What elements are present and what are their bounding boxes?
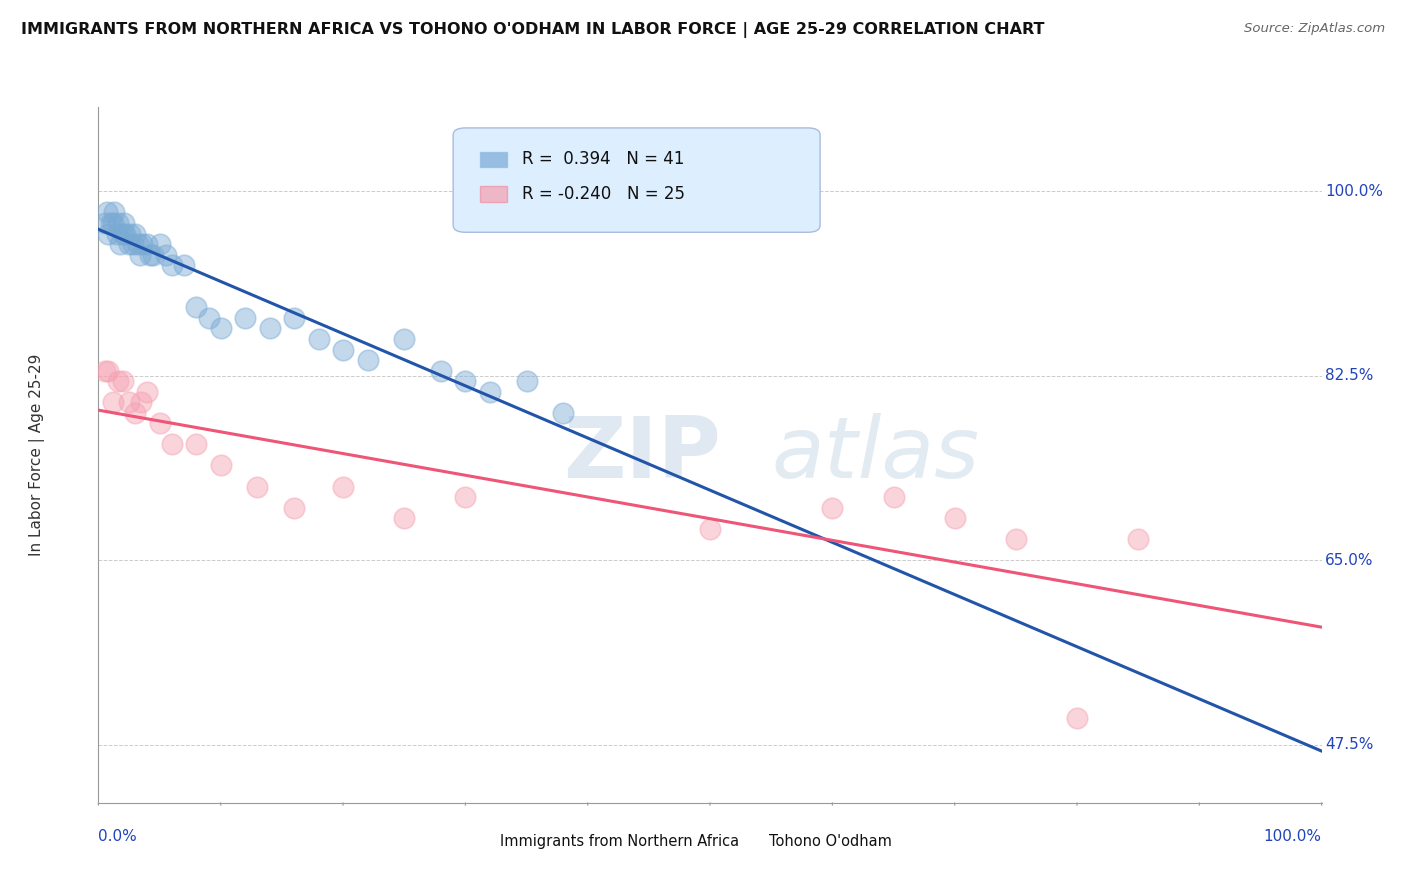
- Text: Tohono O'odham: Tohono O'odham: [769, 833, 891, 848]
- Point: [124, 227, 146, 241]
- Bar: [465, 834, 492, 848]
- Text: 100.0%: 100.0%: [1326, 184, 1384, 199]
- Point: [107, 216, 129, 230]
- Point: [97, 227, 120, 241]
- Text: IMMIGRANTS FROM NORTHERN AFRICA VS TOHONO O'ODHAM IN LABOR FORCE | AGE 25-29 COR: IMMIGRANTS FROM NORTHERN AFRICA VS TOHON…: [21, 22, 1045, 38]
- Point: [430, 363, 453, 377]
- Point: [209, 458, 232, 473]
- Point: [111, 374, 134, 388]
- Point: [120, 227, 142, 241]
- Point: [308, 332, 330, 346]
- Bar: [734, 834, 762, 848]
- Point: [136, 384, 159, 399]
- Point: [139, 247, 162, 261]
- Point: [478, 384, 501, 399]
- Point: [149, 237, 172, 252]
- Point: [100, 216, 122, 230]
- Point: [129, 395, 152, 409]
- Text: 65.0%: 65.0%: [1326, 553, 1374, 568]
- Point: [332, 343, 354, 357]
- Point: [149, 417, 172, 431]
- Text: 100.0%: 100.0%: [1264, 830, 1322, 844]
- Point: [283, 500, 305, 515]
- Text: Immigrants from Northern Africa: Immigrants from Northern Africa: [499, 833, 738, 848]
- Point: [112, 216, 135, 230]
- Point: [160, 437, 183, 451]
- Point: [943, 511, 966, 525]
- Point: [173, 258, 195, 272]
- Point: [209, 321, 232, 335]
- Point: [259, 321, 281, 335]
- Point: [392, 332, 416, 346]
- Text: atlas: atlas: [772, 413, 979, 497]
- FancyBboxPatch shape: [453, 128, 820, 232]
- Point: [821, 500, 844, 515]
- Point: [118, 237, 141, 252]
- Point: [883, 490, 905, 504]
- Point: [136, 237, 159, 252]
- Point: [103, 205, 125, 219]
- Point: [392, 511, 416, 525]
- Point: [186, 301, 208, 315]
- Text: ZIP: ZIP: [564, 413, 721, 497]
- Point: [233, 310, 256, 325]
- Point: [356, 353, 378, 368]
- Point: [105, 227, 128, 241]
- Point: [186, 437, 208, 451]
- Point: [114, 227, 136, 241]
- Point: [110, 237, 132, 252]
- Text: R =  0.394   N = 41: R = 0.394 N = 41: [522, 150, 685, 169]
- Point: [454, 374, 477, 388]
- Point: [124, 406, 146, 420]
- Point: [93, 363, 115, 377]
- Text: 82.5%: 82.5%: [1326, 368, 1374, 384]
- Point: [699, 522, 721, 536]
- Text: Source: ZipAtlas.com: Source: ZipAtlas.com: [1244, 22, 1385, 36]
- Bar: [479, 152, 508, 167]
- Point: [246, 479, 269, 493]
- Point: [142, 247, 165, 261]
- Point: [107, 374, 129, 388]
- Point: [155, 247, 177, 261]
- Point: [93, 216, 115, 230]
- Text: R = -0.240   N = 25: R = -0.240 N = 25: [522, 185, 685, 203]
- Point: [101, 395, 124, 409]
- Point: [160, 258, 183, 272]
- Point: [127, 237, 149, 252]
- Point: [97, 363, 120, 377]
- Point: [1066, 711, 1088, 725]
- Point: [283, 310, 305, 325]
- Point: [131, 237, 153, 252]
- Text: In Labor Force | Age 25-29: In Labor Force | Age 25-29: [30, 354, 45, 556]
- Point: [101, 216, 124, 230]
- Point: [515, 374, 537, 388]
- Point: [197, 310, 219, 325]
- Point: [121, 237, 143, 252]
- Point: [1128, 533, 1150, 547]
- Point: [332, 479, 354, 493]
- Point: [118, 395, 141, 409]
- Point: [129, 247, 152, 261]
- Point: [96, 205, 118, 219]
- Text: 0.0%: 0.0%: [98, 830, 138, 844]
- Point: [454, 490, 477, 504]
- Point: [111, 227, 134, 241]
- Bar: [479, 186, 508, 202]
- Point: [1004, 533, 1026, 547]
- Text: 47.5%: 47.5%: [1326, 738, 1374, 752]
- Point: [553, 406, 575, 420]
